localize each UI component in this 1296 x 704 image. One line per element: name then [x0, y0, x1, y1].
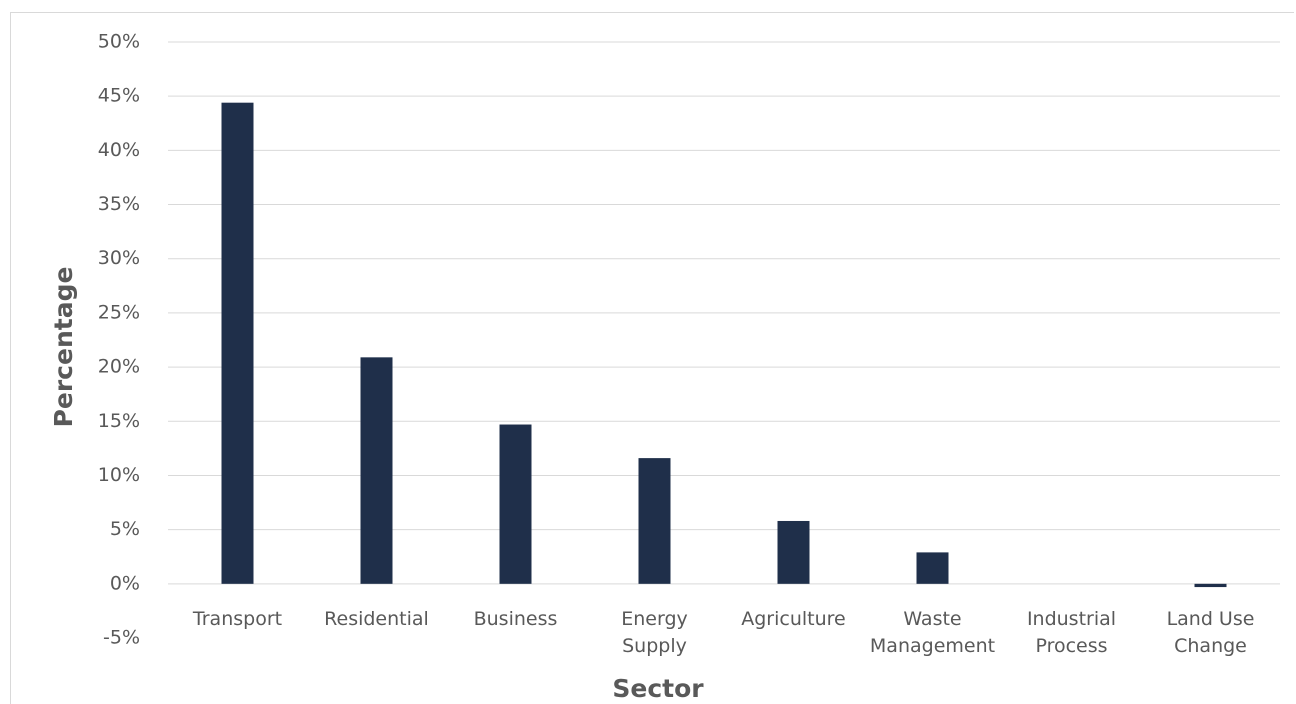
y-tick-label: 30%	[98, 247, 140, 269]
x-axis-labels: Transport Residential Business Energy Supply…	[192, 608, 1255, 657]
y-tick-label: -5%	[103, 627, 140, 649]
bar	[221, 102, 254, 584]
y-tick-label: 40%	[98, 139, 140, 161]
bar	[499, 424, 532, 584]
y-tick-label: 15%	[98, 410, 140, 432]
chart-frame	[10, 12, 1294, 704]
x-category-label: Waste Management	[870, 608, 995, 657]
y-tick-label: 50%	[98, 31, 140, 53]
y-tick-label: 25%	[98, 301, 140, 323]
y-tick-label: 0%	[110, 572, 140, 594]
x-category-label: Transport	[192, 608, 282, 630]
x-axis-title: Sector	[612, 674, 704, 703]
bar	[1194, 583, 1227, 588]
gridlines	[168, 41, 1280, 585]
y-tick-label: 35%	[98, 193, 140, 215]
x-category-label: Land Use Change	[1167, 608, 1255, 657]
y-axis-ticks: -5% 0% 5% 10% 15% 20% 25% 30% 35% 40% 45% 50%	[98, 31, 140, 649]
bar	[916, 552, 949, 584]
y-tick-label: 5%	[110, 518, 140, 540]
x-category-label: Industrial Process	[1027, 608, 1116, 657]
y-tick-label: 45%	[98, 85, 140, 107]
bar	[638, 458, 671, 584]
bar	[777, 520, 810, 584]
bars	[221, 102, 1227, 588]
x-category-label: Agriculture	[741, 608, 846, 630]
y-axis-title: Percentage	[49, 267, 78, 428]
y-tick-label: 20%	[98, 356, 140, 378]
x-category-label: Residential	[324, 608, 429, 630]
y-tick-label: 10%	[98, 464, 140, 486]
x-category-label: Business	[474, 608, 558, 630]
x-category-label: Energy Supply	[621, 608, 688, 657]
bar	[360, 357, 393, 584]
